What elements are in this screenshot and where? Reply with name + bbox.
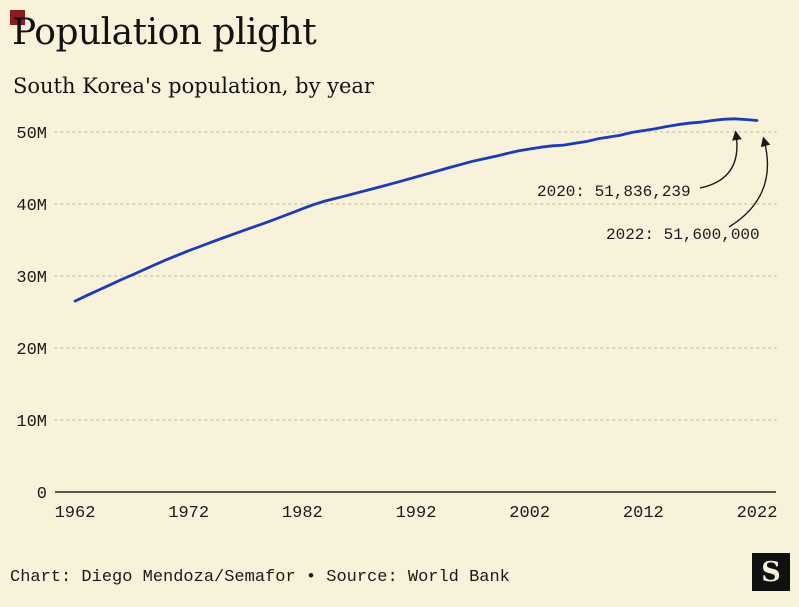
population-line: [73, 117, 759, 303]
x-tick-label: 2012: [623, 504, 664, 523]
annotation-label: 2022: 51,600,000: [606, 226, 760, 244]
x-tick-label: 1992: [396, 504, 437, 523]
chart-credit: Chart: Diego Mendoza/Semafor • Source: W…: [10, 568, 510, 587]
semafor-logo-letter: S: [761, 556, 781, 588]
x-tick-label: 1972: [168, 504, 209, 523]
semafor-brand-mark: [10, 10, 25, 25]
y-tick-label: 10M: [16, 413, 47, 432]
annotation-arrow: [728, 136, 771, 228]
annotation-label: 2020: 51,836,239: [537, 183, 691, 201]
y-tick-label: 50M: [16, 125, 47, 144]
y-tick-label: 20M: [16, 341, 47, 360]
x-tick-label: 1982: [282, 504, 323, 523]
y-tick-label: 30M: [16, 269, 47, 288]
chart-subtitle: South Korea's population, by year: [13, 74, 374, 98]
chart-title: Population plight: [12, 12, 317, 53]
y-tick-label: 40M: [16, 197, 47, 216]
annotation-arrow: [699, 130, 742, 189]
y-tick-label: 0: [37, 485, 47, 504]
x-tick-label: 1962: [55, 504, 96, 523]
semafor-logo: S: [752, 553, 790, 591]
x-tick-label: 2022: [737, 504, 778, 523]
x-tick-label: 2002: [509, 504, 550, 523]
